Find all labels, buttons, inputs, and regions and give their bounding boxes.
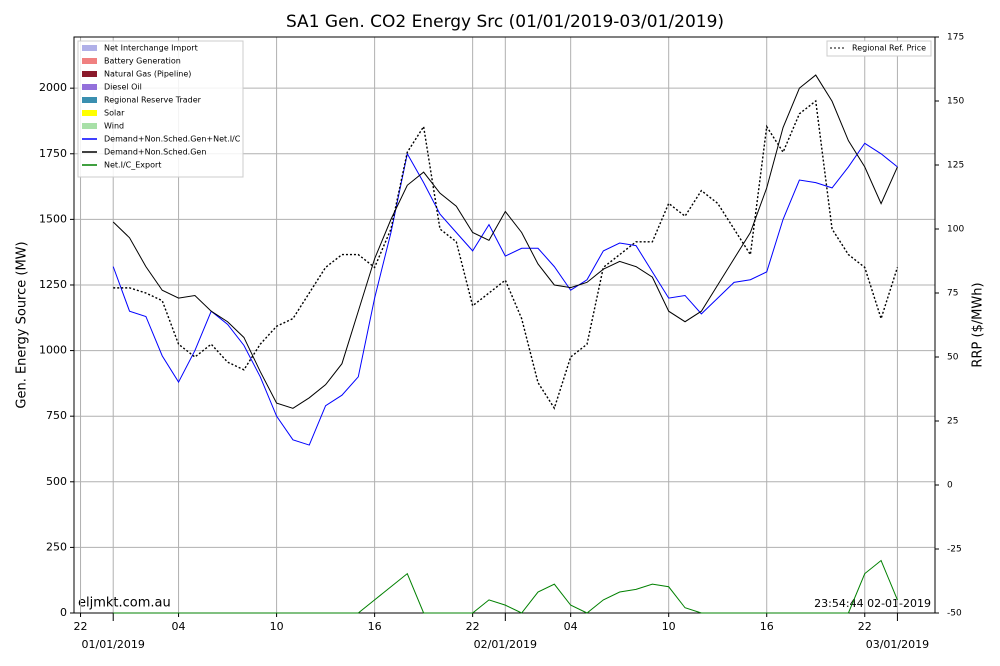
x-tick-label: 22 [74, 620, 88, 633]
x-tick-label: 22 [466, 620, 480, 633]
series-line [112, 142, 898, 446]
legend-label: Wind [104, 122, 124, 131]
y2-tick-label: 175 [947, 33, 964, 43]
legend-label: Diesel Oil [104, 83, 142, 92]
y-tick-label: 250 [46, 540, 67, 553]
legend-label: Demand+Non.Sched.Gen [104, 148, 206, 157]
x-tick-label: 04 [172, 620, 186, 633]
y-tick-label: 750 [46, 409, 67, 422]
y2-tick-label: -50 [947, 609, 962, 619]
legend-label: Natural Gas (Pipeline) [104, 70, 191, 79]
y-tick-label: 1500 [39, 212, 67, 225]
legend-swatch [82, 58, 97, 64]
legend-label: Net Interchange Import [104, 44, 198, 53]
legend-swatch [82, 97, 97, 103]
legend-box [826, 40, 932, 57]
plot-frame [73, 36, 936, 614]
y-tick-label: 2000 [39, 81, 67, 94]
y-tick-label: 0 [60, 606, 67, 619]
y2-axis-label: RRP ($/MWh) [971, 282, 986, 367]
x-tick-label: 16 [368, 620, 382, 633]
legend-box [77, 40, 244, 178]
x-tick-label: 10 [662, 620, 676, 633]
y2-tick-label: 125 [947, 161, 964, 171]
x-tick-label: 10 [270, 620, 284, 633]
y2-tick-label: 75 [947, 289, 958, 299]
x-tick-label: 04 [564, 620, 578, 633]
legend-swatch [82, 71, 97, 77]
y2-tick-label: 25 [947, 417, 958, 427]
y2-tick-label: 100 [947, 225, 964, 235]
y2-tick-label: 150 [947, 97, 964, 107]
series-line [112, 74, 898, 409]
legend-swatch [82, 45, 97, 51]
x-date-label: 01/01/2019 [82, 638, 145, 651]
x-date-label: 02/01/2019 [474, 638, 537, 651]
y2-tick-label: 50 [947, 353, 959, 363]
y-tick-label: 500 [46, 475, 67, 488]
y-tick-label: 1250 [39, 278, 67, 291]
legend-label: Net.I/C_Export [104, 161, 161, 170]
x-tick-label: 22 [858, 620, 872, 633]
chart-title: SA1 Gen. CO2 Energy Src (01/01/2019-03/0… [286, 12, 724, 32]
legend-swatch [82, 110, 97, 116]
legend-label: Regional Ref. Price [852, 44, 926, 53]
y2-tick-label: 0 [947, 481, 953, 491]
timestamp: 23:54:44 02-01-2019 [814, 597, 931, 610]
legend-label: Battery Generation [104, 57, 181, 66]
legend-swatch [82, 123, 97, 129]
watermark: eljmkt.com.au [78, 596, 171, 611]
y2-tick-label: -25 [947, 545, 962, 555]
y-axis-label: Gen. Energy Source (MW) [15, 241, 30, 408]
legend-label: Regional Reserve Trader [104, 96, 202, 105]
series-line [113, 559, 898, 614]
series-line [113, 99, 899, 410]
legend-swatch [82, 84, 97, 90]
y-tick-label: 1000 [39, 344, 67, 357]
legend-label: Solar [104, 109, 125, 118]
x-date-label: 03/01/2019 [866, 638, 929, 651]
x-tick-label: 16 [760, 620, 774, 633]
legend-label: Demand+Non.Sched.Gen+Net.I/C [104, 135, 241, 144]
y-tick-label: 1750 [39, 147, 67, 160]
